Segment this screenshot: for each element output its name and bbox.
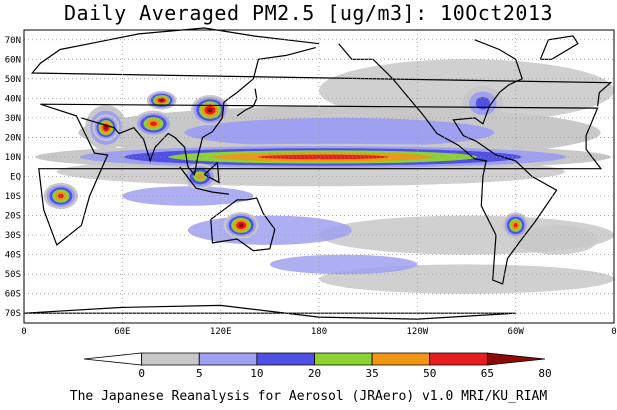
aerosol-band <box>515 225 598 255</box>
lon-tick-label: 120W <box>406 327 428 337</box>
aerosol-region-south-america <box>513 223 518 228</box>
aerosol-band <box>122 186 254 206</box>
lon-tick-label: 0 <box>611 327 616 337</box>
colorbar-label: 80 <box>538 367 551 380</box>
aerosol-region-china-east <box>207 107 213 113</box>
lat-tick-label: 50S <box>5 270 21 280</box>
lat-tick-label: 30S <box>5 231 21 241</box>
colorbar-label: 35 <box>366 367 379 380</box>
plot-area: 70N 60N 50N 40N 30N 20N 10N EQ 10S 20S 30S 40S 50S 60… <box>5 27 617 337</box>
map-title: Daily Averaged PM2.5 [ug/m3]: 10Oct2013 <box>63 1 554 25</box>
coastline <box>236 88 258 117</box>
coastline <box>203 161 220 184</box>
coastline <box>539 35 579 60</box>
colorbar-segment <box>141 352 200 366</box>
aerosol-region-sahara <box>184 117 495 148</box>
aerosol-region-arabia-core <box>104 125 108 130</box>
aerosol-band <box>269 254 418 275</box>
lat-tick-label: 60N <box>5 55 21 65</box>
lon-tick-label: 180 <box>311 327 327 337</box>
colorbar-segment <box>429 352 488 366</box>
lat-tick-label: 10S <box>5 192 21 202</box>
lat-tick-label: 70S <box>5 309 21 319</box>
aerosol-region-west-africa <box>257 154 389 160</box>
colorbar-segment <box>314 352 373 366</box>
colorbar: 0 5 10 20 35 50 65 80 <box>83 352 552 380</box>
lat-tick-label: 30N <box>5 114 21 124</box>
aerosol-region-india-north <box>150 121 157 127</box>
lat-tick-label: 20S <box>5 212 21 222</box>
lat-tick-label: 40S <box>5 251 21 261</box>
lat-tick-label: 70N <box>5 36 21 46</box>
colorbar-label: 65 <box>481 367 494 380</box>
colorbar-label: 10 <box>250 367 263 380</box>
lon-tick-label: 60E <box>114 327 130 337</box>
lon-tick-label: 60W <box>508 327 525 337</box>
lat-tick-label: EQ <box>10 173 21 183</box>
lat-tick-label: 10N <box>5 153 21 163</box>
plot-frame <box>23 29 615 324</box>
coastline <box>81 47 316 176</box>
lat-tick-label: 50N <box>5 75 21 85</box>
colorbar-label: 20 <box>308 367 321 380</box>
colorbar-segment <box>486 352 546 366</box>
coastline <box>179 166 229 195</box>
lon-tick-label: 120E <box>210 327 232 337</box>
coastline <box>38 103 603 246</box>
colorbar-segment <box>83 352 143 366</box>
aerosol-region-australia <box>238 223 244 228</box>
lat-tick-label: 40N <box>5 94 21 104</box>
colorbar-label: 0 <box>138 367 145 380</box>
lon-tick-label: 0 <box>21 327 26 337</box>
lat-tick-label: 60S <box>5 290 21 300</box>
colorbar-segment <box>198 352 258 366</box>
coastline <box>23 304 516 320</box>
footer-credit: The Japanese Reanalysis for Aerosol (JRA… <box>69 389 548 404</box>
colorbar-label: 5 <box>196 367 203 380</box>
coastline <box>210 197 276 252</box>
colorbar-label: 50 <box>423 367 436 380</box>
colorbar-segment <box>371 352 431 366</box>
coastline <box>338 39 558 285</box>
lat-tick-label: 20N <box>5 133 21 143</box>
colorbar-segment <box>256 352 315 366</box>
aerosol-region-north-america-east <box>475 96 490 110</box>
aerosol-band <box>319 264 614 294</box>
aerosol-region-taklimakan <box>159 99 164 102</box>
